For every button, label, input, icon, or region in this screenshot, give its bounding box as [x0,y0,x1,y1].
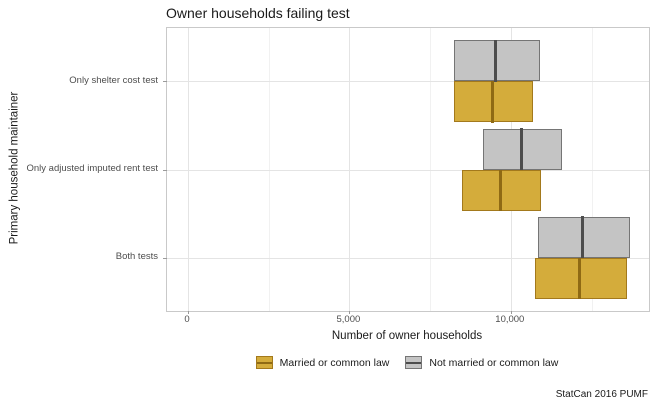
crossbar-box [535,257,628,300]
median-line [491,80,495,123]
x-axis-title: Number of owner households [331,330,483,342]
plot-panel [163,27,650,314]
x-tick-label: 10,000 [495,314,525,325]
y-axis-tick [163,81,167,83]
gridline-y-major [167,257,649,259]
legend-key-not-married-icon [405,356,423,369]
x-tick-label: 0 [184,314,190,325]
median-line [581,216,585,259]
crossbar-box [538,216,631,259]
chart-title: Owner households failing test [166,5,350,21]
median-line [578,257,582,300]
y-tick-label: Only adjusted imputed rent test [26,163,159,174]
legend-item-not-married: Not married or common law [405,356,558,369]
crossbar-box [454,80,534,123]
median-line [494,39,498,82]
y-tick-label: Both tests [115,251,158,263]
gridline-y-major [167,81,649,83]
legend-label-not-married: Not married or common law [429,356,559,369]
x-axis-tick [187,311,189,314]
x-tick-label: 5,000 [336,314,361,325]
legend-key-married-icon [255,356,273,369]
x-axis-tick [349,311,351,314]
legend-label-married: Married or common law [279,356,390,369]
legend: Married or common law Not married or com… [166,356,648,369]
source-caption: StatCan 2016 PUMF [555,389,648,400]
median-line [499,169,503,211]
y-axis-tick [163,257,167,259]
median-line [520,128,524,170]
x-axis-tick [510,311,512,314]
crossbar-box [483,128,563,170]
crossbar-box [454,39,540,82]
y-tick-label: Only shelter cost test [69,74,158,86]
crossbar-box [462,169,542,211]
legend-item-married: Married or common law [255,356,390,369]
gridline-y-major [167,169,649,171]
y-axis-tick [163,169,167,171]
